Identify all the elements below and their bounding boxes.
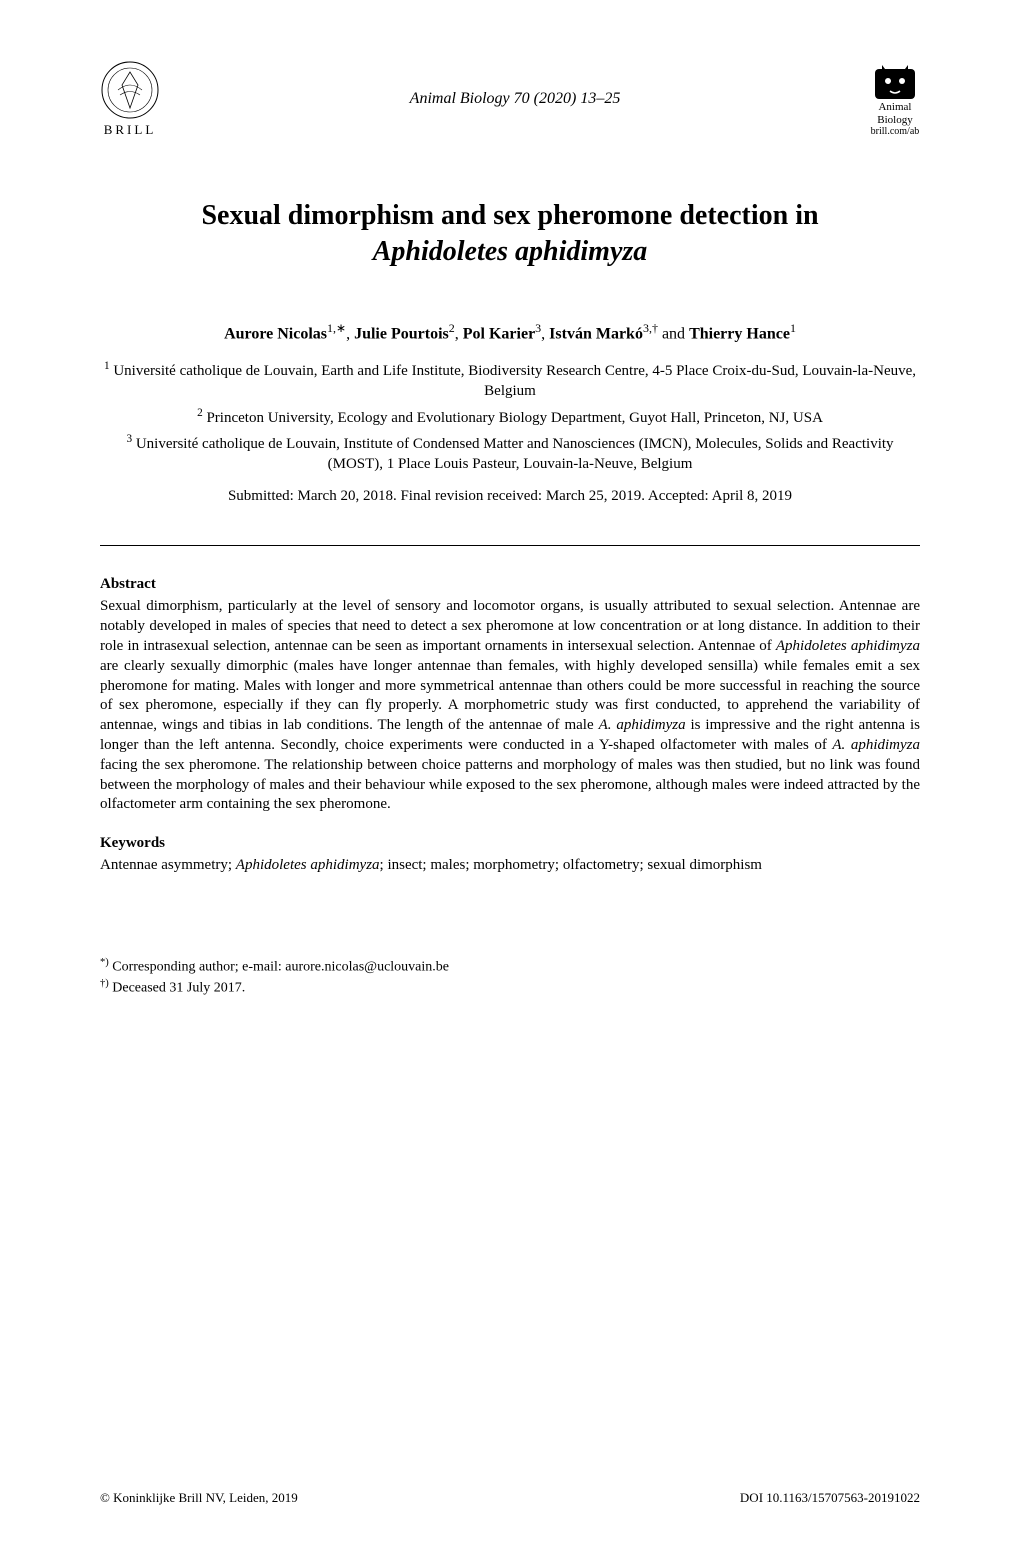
author-2-sup: 2 — [449, 321, 455, 335]
abstract-body: Sexual dimorphism, particularly at the l… — [100, 597, 920, 815]
author-1: Aurore Nicolas — [224, 325, 327, 342]
keywords-species: Aphidoletes aphidimyza — [236, 857, 380, 873]
affiliation-3: 3 Université catholique de Louvain, Inst… — [100, 432, 920, 475]
author-2: Julie Pourtois — [354, 325, 449, 342]
brill-seal-icon — [100, 60, 160, 120]
fn2-marker: †) — [100, 978, 109, 989]
horizontal-rule — [100, 545, 920, 546]
animal-biology-icon — [870, 61, 920, 101]
aff3-text: Université catholique de Louvain, Instit… — [132, 436, 893, 472]
animal-biology-label: Animal Biology — [877, 101, 912, 125]
keywords-heading: Keywords — [100, 835, 920, 852]
aff2-text: Princeton University, Ecology and Evolut… — [203, 410, 823, 426]
aff1-text: Université catholique de Louvain, Earth … — [110, 363, 916, 399]
author-5-sup: 1 — [790, 321, 796, 335]
author-3: Pol Karier — [463, 325, 535, 342]
keywords-part-2: ; insect; males; morphometry; olfactomet… — [380, 857, 762, 873]
author-1-sup: 1,∗ — [327, 321, 346, 335]
ab-label-line2: Biology — [877, 114, 912, 126]
title-line1: Sexual dimorphism and sex pheromone dete… — [201, 200, 818, 231]
keywords-part-1: Antennae asymmetry; — [100, 857, 236, 873]
article-title: Sexual dimorphism and sex pheromone dete… — [100, 198, 920, 271]
author-3-sup: 3 — [535, 321, 541, 335]
authors-line: Aurore Nicolas1,∗, Julie Pourtois2, Pol … — [100, 321, 920, 343]
header-row: BRILL Animal Biology 70 (2020) 13–25 Ani… — [100, 60, 920, 138]
journal-citation: Animal Biology 70 (2020) 13–25 — [410, 90, 621, 108]
footnote-corresponding: *) Corresponding author; e-mail: aurore.… — [100, 956, 920, 977]
footnote-deceased: †) Deceased 31 July 2017. — [100, 977, 920, 998]
ab-url: brill.com/ab — [871, 126, 920, 137]
fn1-marker: *) — [100, 957, 109, 968]
author-5: Thierry Hance — [689, 325, 790, 342]
abstract-species-3: A. aphidimyza — [832, 737, 920, 753]
abstract-part-d: facing the sex pheromone. The relationsh… — [100, 757, 920, 813]
footer-row: © Koninklijke Brill NV, Leiden, 2019 DOI… — [100, 1490, 920, 1506]
copyright-text: © Koninklijke Brill NV, Leiden, 2019 — [100, 1490, 298, 1506]
brill-label: BRILL — [104, 122, 157, 138]
brill-publisher-logo: BRILL — [100, 60, 160, 138]
abstract-species-1: Aphidoletes aphidimyza — [776, 638, 920, 654]
author-4: István Markó — [549, 325, 643, 342]
author-4-sup: 3,† — [643, 321, 658, 335]
affiliation-1: 1 Université catholique de Louvain, Eart… — [100, 359, 920, 402]
title-line2-species: Aphidoletes aphidimyza — [373, 236, 648, 267]
abstract-species-2: A. aphidimyza — [599, 717, 686, 733]
animal-biology-logo: Animal Biology brill.com/ab — [870, 61, 920, 136]
ab-label-line1: Animal — [878, 101, 911, 113]
fn2-text: Deceased 31 July 2017. — [109, 981, 245, 996]
submission-dates: Submitted: March 20, 2018. Final revisio… — [100, 488, 920, 505]
fn1-text: Corresponding author; e-mail: aurore.nic… — [109, 960, 449, 975]
footnotes-block: *) Corresponding author; e-mail: aurore.… — [100, 956, 920, 999]
doi-text: DOI 10.1163/15707563-20191022 — [740, 1490, 920, 1506]
keywords-body: Antennae asymmetry; Aphidoletes aphidimy… — [100, 856, 920, 876]
and-separator: and — [658, 325, 689, 342]
affiliation-2: 2 Princeton University, Ecology and Evol… — [100, 406, 920, 428]
abstract-heading: Abstract — [100, 576, 920, 593]
